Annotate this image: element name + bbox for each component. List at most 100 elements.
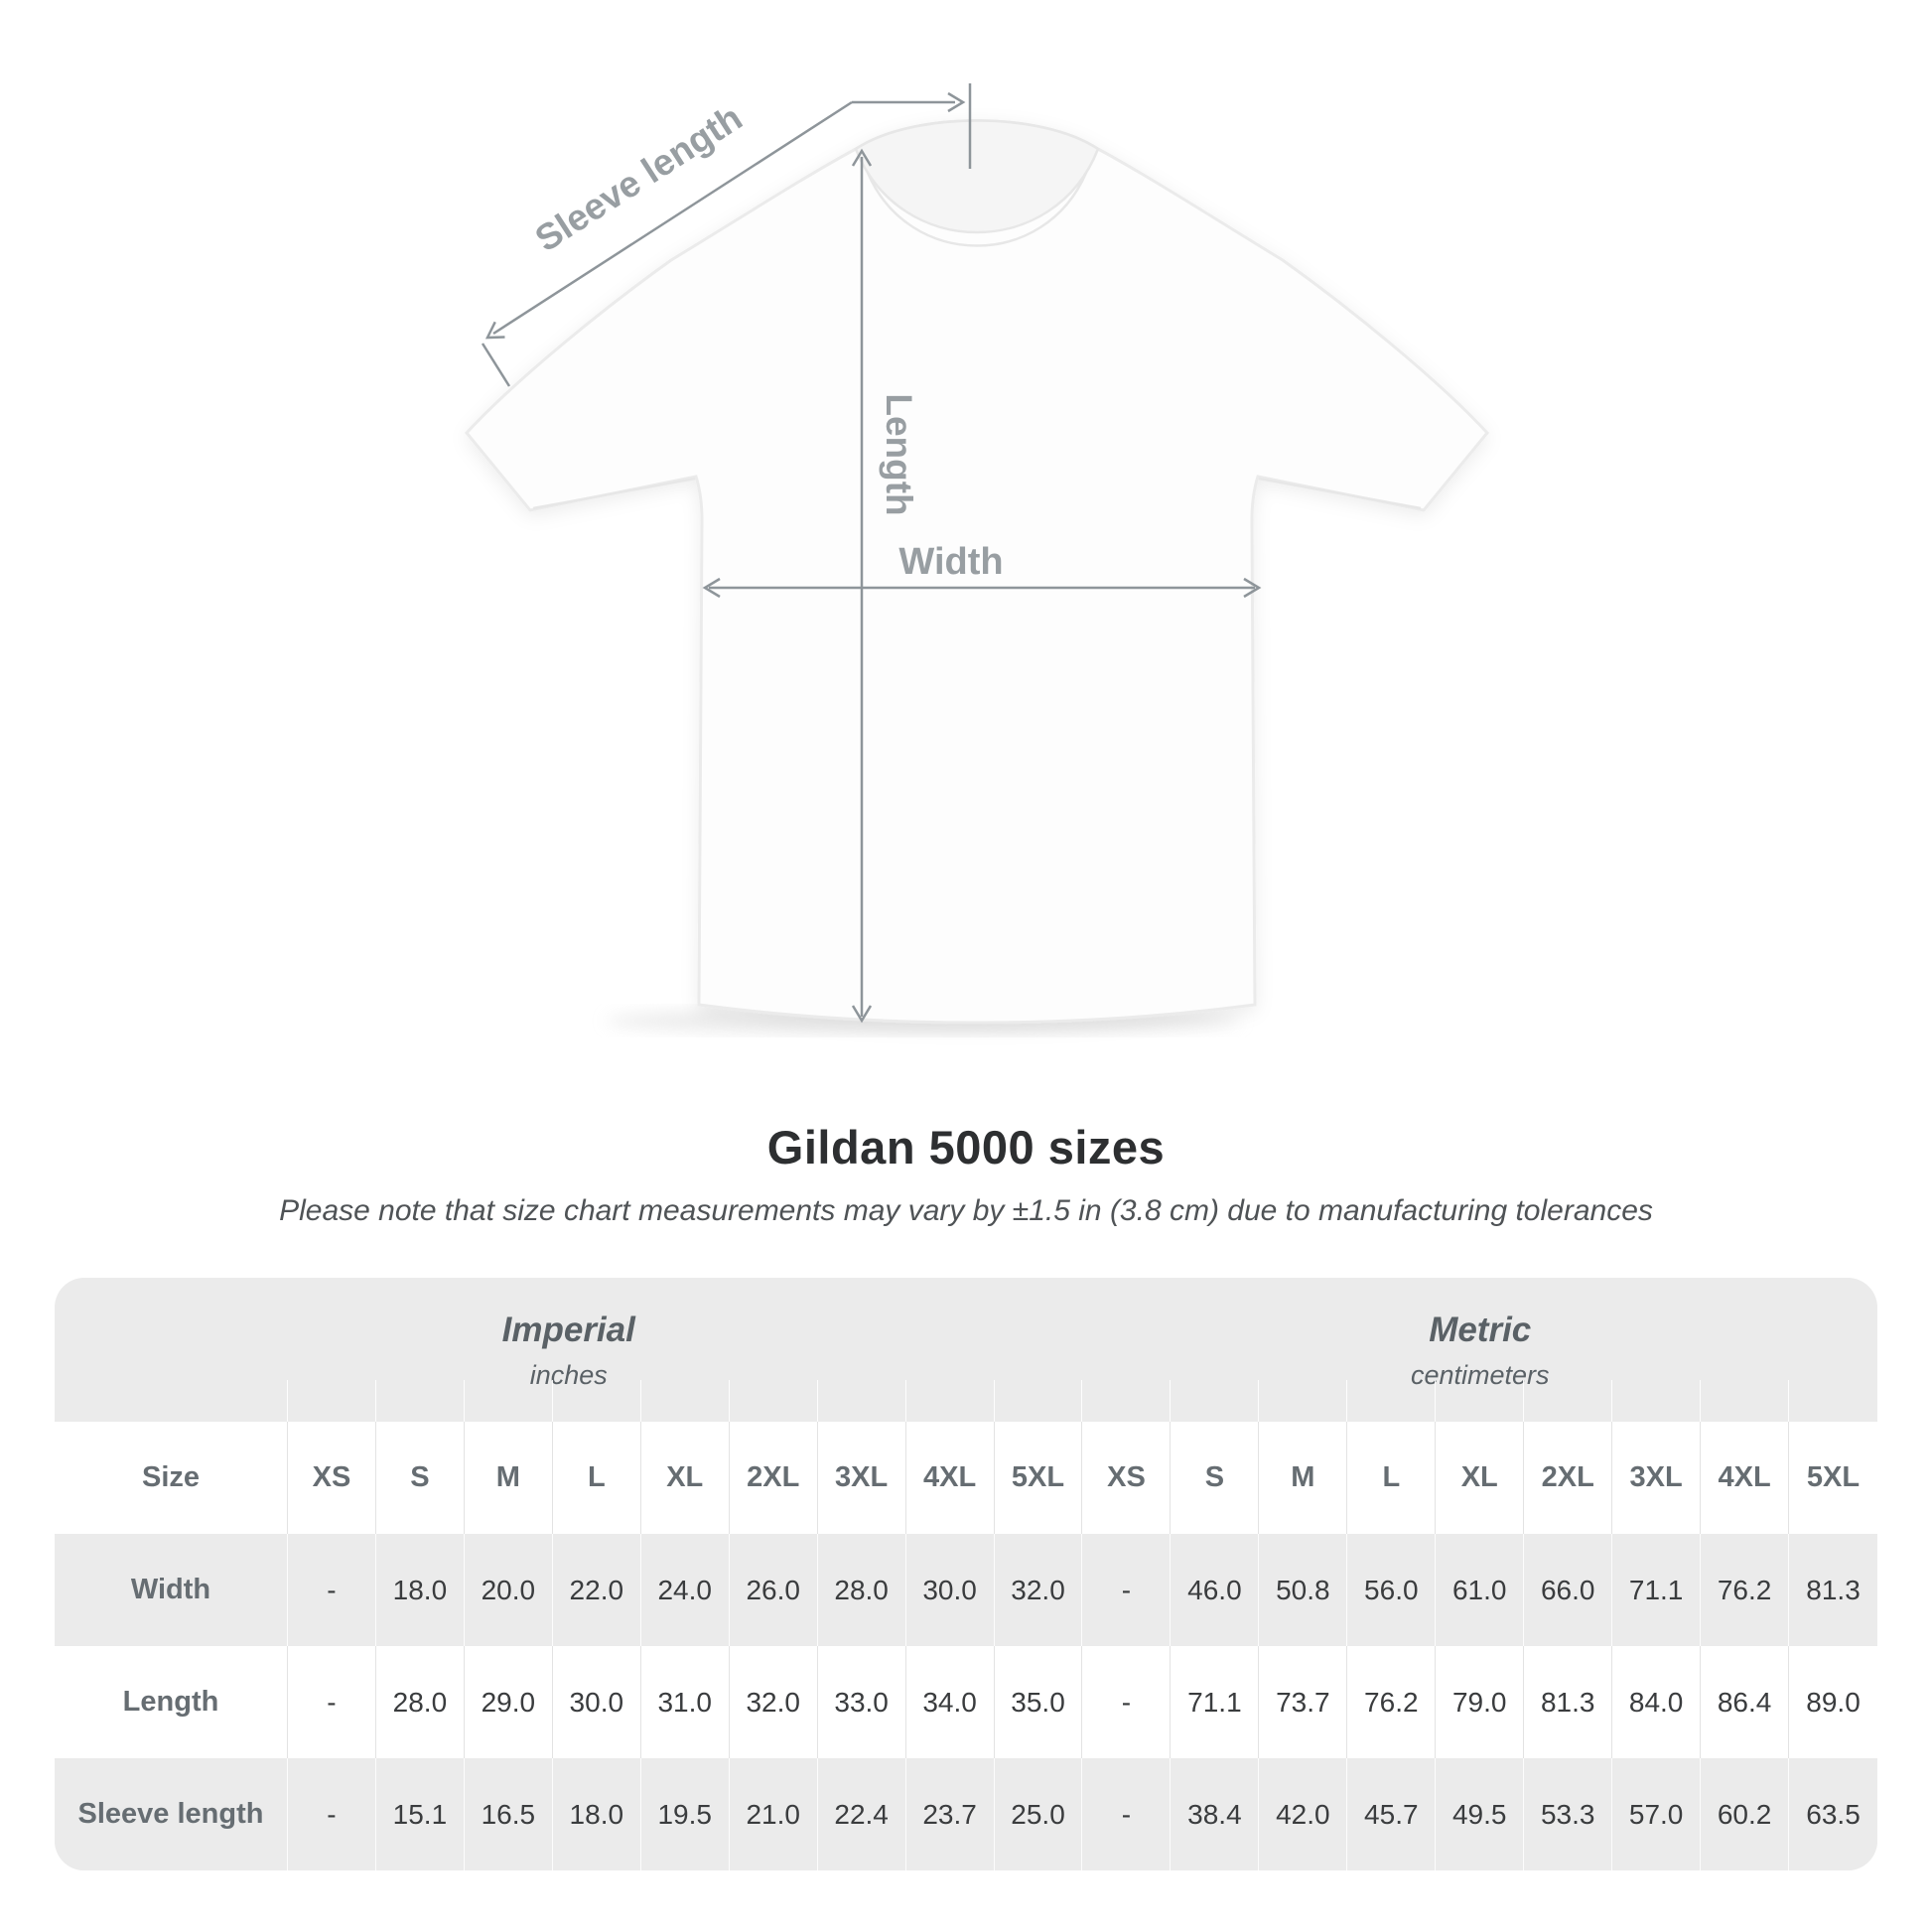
value-cell: 42.0 xyxy=(1259,1758,1348,1870)
value-cell: 46.0 xyxy=(1171,1534,1260,1646)
size-header: 3XL xyxy=(1612,1422,1702,1534)
value-cell: 32.0 xyxy=(730,1646,818,1758)
value-cell: 57.0 xyxy=(1612,1758,1702,1870)
size-header-row: Size XS S M L XL 2XL 3XL 4XL 5XL XS S M … xyxy=(55,1422,1877,1534)
column-tick xyxy=(906,1380,995,1422)
value-cell: - xyxy=(288,1758,376,1870)
size-header: XS xyxy=(288,1422,376,1534)
value-cell: 21.0 xyxy=(730,1758,818,1870)
size-header: 5XL xyxy=(1806,1461,1861,1493)
row-label: Sleeve length xyxy=(55,1758,288,1870)
value-cell: 60.2 xyxy=(1701,1758,1790,1870)
column-tick xyxy=(553,1380,641,1422)
column-tick xyxy=(1171,1380,1260,1422)
column-tick xyxy=(1701,1380,1790,1422)
value-cell: 50.8 xyxy=(1259,1534,1348,1646)
column-tick xyxy=(376,1380,465,1422)
value-cell: 19.5 xyxy=(641,1758,730,1870)
value-cell: 35.0 xyxy=(995,1646,1083,1758)
value-cell: - xyxy=(1082,1646,1172,1758)
size-header: M xyxy=(1259,1422,1348,1534)
width-row: Width - 18.0 20.0 22.0 24.0 26.0 28.0 30… xyxy=(55,1534,1877,1646)
value-cell: 28.0 xyxy=(376,1646,465,1758)
size-header: 2XL xyxy=(730,1422,818,1534)
value-cell: 81.3 xyxy=(1524,1646,1613,1758)
value-cell: 28.0 xyxy=(818,1534,906,1646)
column-tick xyxy=(1612,1380,1702,1422)
value-cell: 53.3 xyxy=(1524,1758,1613,1870)
value-cell: 76.2 xyxy=(1701,1534,1790,1646)
value-cell: 32.0 xyxy=(995,1534,1083,1646)
unit-group-band: Imperial inches Metric centimeters xyxy=(55,1278,1877,1422)
column-tick xyxy=(1789,1380,1877,1422)
size-chart-table: Imperial inches Metric centimeters Size … xyxy=(55,1278,1877,1870)
metric-label: Metric xyxy=(1429,1311,1532,1349)
size-header: 4XL xyxy=(1701,1422,1790,1534)
size-header: S xyxy=(1171,1422,1260,1534)
size-header: XS xyxy=(1082,1422,1172,1534)
size-header: 3XL xyxy=(818,1422,906,1534)
value-cell: 33.0 xyxy=(818,1646,906,1758)
size-header: 5XL xyxy=(995,1422,1083,1534)
column-tick xyxy=(1082,1380,1172,1422)
column-tick xyxy=(1436,1380,1525,1422)
size-header: XL xyxy=(641,1422,730,1534)
value-cell: 76.2 xyxy=(1347,1646,1437,1758)
value-cell: 20.0 xyxy=(465,1534,553,1646)
column-tick xyxy=(465,1380,553,1422)
tshirt-measurement-diagram: Sleeve length Length Width xyxy=(465,83,1489,1035)
value-cell: 18.0 xyxy=(553,1758,641,1870)
size-header: 2XL xyxy=(1524,1422,1613,1534)
length-row: Length - 28.0 29.0 30.0 31.0 32.0 33.0 3… xyxy=(55,1646,1877,1758)
imperial-unit-label: inches xyxy=(529,1360,608,1390)
value-cell: 84.0 xyxy=(1612,1646,1702,1758)
column-tick xyxy=(818,1380,906,1422)
size-header: XL xyxy=(1436,1422,1525,1534)
value-cell: 79.0 xyxy=(1436,1646,1525,1758)
value-cell: 16.5 xyxy=(465,1758,553,1870)
column-tick xyxy=(995,1380,1083,1422)
value-cell: - xyxy=(1082,1758,1172,1870)
value-cell: 18.0 xyxy=(376,1534,465,1646)
column-tick xyxy=(1259,1380,1348,1422)
tshirt-body xyxy=(465,119,1489,1025)
value-cell: 61.0 xyxy=(1436,1534,1525,1646)
value-cell: 15.1 xyxy=(376,1758,465,1870)
column-tick xyxy=(1347,1380,1437,1422)
row-label: Width xyxy=(55,1534,288,1646)
value-cell: 63.5 xyxy=(1806,1798,1861,1830)
width-label: Width xyxy=(898,541,1003,583)
column-tick xyxy=(55,1380,288,1422)
size-header: L xyxy=(1347,1422,1437,1534)
imperial-label: Imperial xyxy=(501,1311,635,1349)
value-cell: - xyxy=(1082,1534,1172,1646)
column-tick xyxy=(641,1380,730,1422)
value-cell: - xyxy=(288,1646,376,1758)
left-sleeve-seam xyxy=(532,477,696,510)
value-cell: 49.5 xyxy=(1436,1758,1525,1870)
column-tick xyxy=(288,1380,376,1422)
value-cell: 30.0 xyxy=(906,1534,995,1646)
column-tick xyxy=(1524,1380,1613,1422)
column-tick xyxy=(730,1380,818,1422)
value-cell: 25.0 xyxy=(995,1758,1083,1870)
value-cell: 56.0 xyxy=(1347,1534,1437,1646)
row-label: Length xyxy=(55,1646,288,1758)
page-title: Gildan 5000 sizes xyxy=(766,1121,1166,1173)
metric-unit-label: centimeters xyxy=(1410,1360,1550,1390)
value-cell: 89.0 xyxy=(1806,1686,1861,1718)
collar-opening xyxy=(854,119,1100,234)
value-cell: 31.0 xyxy=(641,1646,730,1758)
tolerance-note: Please note that size chart measurements… xyxy=(279,1194,1653,1227)
imperial-group-header: Imperial inches xyxy=(55,1278,1083,1422)
value-cell: 34.0 xyxy=(906,1646,995,1758)
size-header: L xyxy=(553,1422,641,1534)
length-label: Length xyxy=(879,393,919,515)
metric-group-header: Metric centimeters xyxy=(1083,1278,1877,1422)
value-cell: - xyxy=(288,1534,376,1646)
value-cell: 71.1 xyxy=(1612,1534,1702,1646)
value-cell: 30.0 xyxy=(553,1646,641,1758)
size-header: 4XL xyxy=(906,1422,995,1534)
value-cell: 26.0 xyxy=(730,1534,818,1646)
value-cell: 86.4 xyxy=(1701,1646,1790,1758)
